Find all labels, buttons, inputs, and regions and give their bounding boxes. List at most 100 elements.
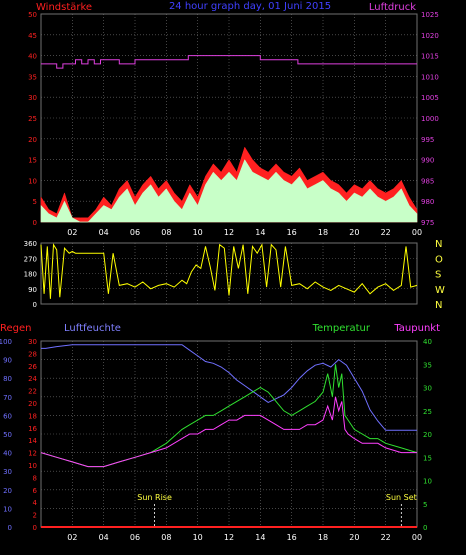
direction-y-tick-label: 90 xyxy=(28,286,37,294)
temperature-series xyxy=(40,364,418,468)
rain-y-tick-label: 0 xyxy=(33,524,37,532)
wind-panel-x-tick-label: 02 xyxy=(67,228,77,237)
pressure-y-tick-label: 980 xyxy=(421,198,434,206)
pressure-y-tick-label: 1005 xyxy=(421,94,439,102)
wind-panel-x-tick-label: 00 xyxy=(412,228,422,237)
wind-panel-x-tick-label: 22 xyxy=(381,228,391,237)
temperature-y-tick-label: 40 xyxy=(423,338,432,346)
rain-y-tick-label: 20 xyxy=(28,400,37,408)
rain-y-tick-label: 4 xyxy=(33,499,38,507)
wind-panel-x-tick-label: 04 xyxy=(99,228,109,237)
wind-panel-x-tick-label: 10 xyxy=(193,228,203,237)
wind-panel-x-tick-label: 08 xyxy=(161,228,171,237)
pressure-y-tick-label: 975 xyxy=(421,219,434,227)
chart-panels: 0510152025303540455097598098599099510001… xyxy=(0,11,445,542)
humidity-axis-label: Luftfeuchte xyxy=(64,323,121,334)
rain-y-tick-label: 28 xyxy=(28,350,37,358)
humidity-y-tick-label: 80 xyxy=(3,375,12,383)
direction-y-tick-label: 0 xyxy=(33,301,37,309)
wind-y-tick-label: 5 xyxy=(33,198,37,206)
direction-y-tick-label: 360 xyxy=(24,240,37,248)
humidity-y-tick-label: 70 xyxy=(3,394,12,402)
wind-y-tick-label: 45 xyxy=(28,32,37,40)
pressure-y-tick-label: 1015 xyxy=(421,53,439,61)
rain-y-tick-label: 14 xyxy=(28,437,37,445)
wind-y-tick-label: 15 xyxy=(28,157,37,165)
humidity-y-tick-label: 90 xyxy=(3,357,12,365)
climate-panel-x-tick-label: 02 xyxy=(67,533,77,542)
wind-y-tick-label: 40 xyxy=(28,53,37,61)
humidity-y-tick-label: 40 xyxy=(3,450,12,458)
wind-panel-x-tick-label: 18 xyxy=(318,228,328,237)
rain-y-tick-label: 8 xyxy=(33,474,37,482)
wind-y-tick-label: 20 xyxy=(28,136,37,144)
rain-y-tick-label: 22 xyxy=(28,388,37,396)
rain-y-tick-label: 24 xyxy=(28,375,37,383)
climate-panel-x-tick-label: 00 xyxy=(412,533,422,542)
rain-axis-label: Regen xyxy=(0,323,32,334)
rain-y-tick-label: 16 xyxy=(28,425,37,433)
wind-y-tick-label: 30 xyxy=(28,94,37,102)
wind-direction-series xyxy=(40,243,418,299)
temperature-y-tick-label: 0 xyxy=(423,524,427,532)
pressure-y-tick-label: 995 xyxy=(421,136,434,144)
climate-panel-x-tick-label: 20 xyxy=(349,533,359,542)
direction-compass-label: O xyxy=(435,254,443,265)
sunrise-label: Sun Rise xyxy=(137,493,172,502)
chart-title: 24 hour graph day, 01 Juni 2015 xyxy=(169,1,331,12)
temperature-axis-label: Temperatur xyxy=(312,323,371,334)
climate-panel-x-tick-label: 16 xyxy=(287,533,297,542)
pressure-series xyxy=(41,55,417,69)
pressure-axis-label: Luftdruck xyxy=(369,2,416,13)
rain-y-tick-label: 30 xyxy=(28,338,37,346)
wind-y-tick-label: 50 xyxy=(28,11,37,19)
climate-panel-x-tick-label: 08 xyxy=(161,533,171,542)
rain-y-tick-label: 26 xyxy=(28,363,37,371)
temperature-y-tick-label: 15 xyxy=(423,454,432,462)
pressure-y-tick-label: 985 xyxy=(421,177,434,185)
humidity-series xyxy=(41,344,417,431)
rain-y-tick-label: 12 xyxy=(28,450,37,458)
humidity-y-tick-label: 30 xyxy=(3,468,12,476)
wind-y-tick-label: 0 xyxy=(33,219,37,227)
climate-panel-x-tick-label: 22 xyxy=(381,533,391,542)
humidity-y-tick-label: 50 xyxy=(3,431,12,439)
climate-panel-x-tick-label: 04 xyxy=(99,533,109,542)
temperature-y-tick-label: 30 xyxy=(423,385,432,393)
wind-panel-x-tick-label: 16 xyxy=(287,228,297,237)
temperature-y-tick-label: 10 xyxy=(423,478,432,486)
climate-panel-x-tick-label: 18 xyxy=(318,533,328,542)
pressure-y-tick-label: 1025 xyxy=(421,11,439,19)
wind-axis-label: Windstärke xyxy=(36,2,92,13)
direction-compass-label: S xyxy=(435,270,441,281)
wind-y-tick-label: 25 xyxy=(28,115,37,123)
humidity-y-tick-label: 60 xyxy=(3,412,12,420)
climate-panel-x-tick-label: 12 xyxy=(224,533,234,542)
climate-panel-x-tick-label: 10 xyxy=(193,533,203,542)
temperature-y-tick-label: 25 xyxy=(423,408,432,416)
pressure-y-tick-label: 990 xyxy=(421,157,434,165)
temperature-y-tick-label: 35 xyxy=(423,361,432,369)
rain-y-tick-label: 10 xyxy=(28,462,37,470)
pressure-y-tick-label: 1020 xyxy=(421,32,439,40)
wind-panel-x-tick-label: 20 xyxy=(349,228,359,237)
temperature-y-tick-label: 20 xyxy=(423,431,432,439)
humidity-y-tick-label: 10 xyxy=(3,505,12,513)
direction-compass-label: N xyxy=(435,300,442,311)
climate-panel-x-tick-label: 14 xyxy=(255,533,265,542)
direction-compass-label: W xyxy=(435,285,445,296)
temperature-y-tick-label: 5 xyxy=(423,501,427,509)
pressure-y-tick-label: 1000 xyxy=(421,115,439,123)
humidity-y-tick-label: 20 xyxy=(3,487,12,495)
direction-y-tick-label: 180 xyxy=(24,271,37,279)
wind-gust-series xyxy=(40,159,418,223)
wind-y-tick-label: 10 xyxy=(28,177,37,185)
direction-y-tick-label: 270 xyxy=(24,255,37,263)
wind-panel-x-tick-label: 12 xyxy=(224,228,234,237)
humidity-y-tick-label: 100 xyxy=(0,338,12,346)
climate-panel-x-tick-label: 06 xyxy=(130,533,140,542)
humidity-y-tick-label: 0 xyxy=(8,524,12,532)
rain-y-tick-label: 6 xyxy=(33,487,38,495)
